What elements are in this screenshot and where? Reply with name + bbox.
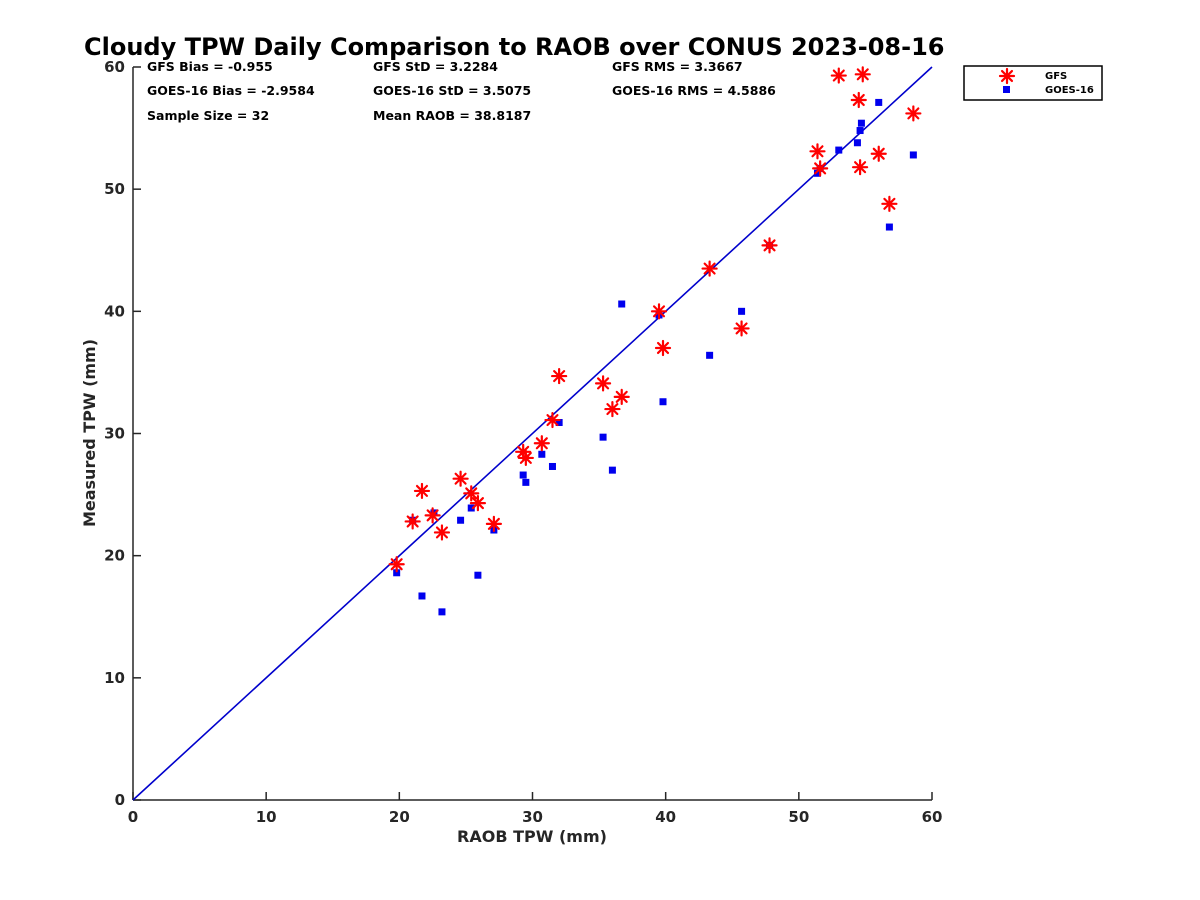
goes-16-point [706,351,714,359]
goes-16-point [522,478,530,486]
goes-16-point [875,98,883,106]
x-tick-label: 0 [128,808,138,826]
legend-gfs-label: GFS [1045,71,1067,82]
gfs-point [851,159,869,176]
goes-16-point [599,433,607,441]
goes-16-point [548,462,556,470]
gfs-point [733,320,750,337]
goes-16-point [738,307,746,315]
gfs-point [533,435,550,452]
gfs-point [905,105,922,122]
x-tick-label: 30 [522,808,543,826]
gfs-point [812,160,829,177]
gfs-point [830,67,847,84]
goes-16-point [555,419,563,427]
gfs-bias-stat: GFS Bias = -0.955 [147,59,273,74]
x-axis-label: RAOB TPW (mm) [457,827,607,846]
y-tick-label: 30 [104,425,125,443]
gfs-point [469,495,487,512]
goes-16-point [853,139,861,147]
y-axis-ticks: 0 10 20 30 40 50 60 [104,58,141,809]
x-tick-label: 40 [655,808,676,826]
goes-16-point [813,169,821,177]
goes-rms-stat: GOES-16 RMS = 4.5886 [612,83,776,98]
gfs-point [433,524,451,541]
gfs-point [604,400,621,418]
x-tick-label: 60 [922,808,943,826]
goes-16-point [659,398,667,406]
goes-16-point [885,223,893,231]
legend: GFS GOES-16 [963,65,1103,101]
stats-block: GFS Bias = -0.955 GFS StD = 3.2284 GFS R… [147,59,776,123]
goes-16-point [835,146,843,154]
y-tick-label: 0 [115,791,125,809]
goes-16-point [608,466,616,474]
x-tick-label: 50 [788,808,809,826]
gfs-point [463,485,480,502]
sample-size-stat: Sample Size = 32 [147,108,269,123]
gfs-point [870,145,887,162]
x-tick-label: 20 [389,808,410,826]
goes-16-point [467,504,475,512]
goes-16-point [393,569,401,577]
gfs-point [701,260,718,277]
data-points [388,66,922,616]
gfs-point [594,375,612,392]
gfs-point [881,195,898,212]
mean-raob-stat: Mean RAOB = 38.8187 [373,108,531,123]
goes-16-point [538,450,546,458]
gfs-point [650,303,668,320]
y-tick-label: 60 [104,58,125,76]
legend-goes-marker [1003,86,1010,93]
goes-16-point [474,571,482,579]
x-axis-ticks: 0 10 20 30 40 50 60 [128,792,943,826]
y-tick-label: 10 [104,669,125,687]
gfs-point [452,470,469,487]
gfs-point [551,367,568,385]
y-tick-label: 40 [104,302,125,320]
goes-std-stat: GOES-16 StD = 3.5075 [373,83,531,98]
x-tick-label: 10 [256,808,277,826]
legend-gfs-asterisk [998,67,1016,85]
gfs-point [413,482,431,500]
chart-title: Cloudy TPW Daily Comparison to RAOB over… [84,33,944,61]
goes-16-point [519,471,527,479]
gfs-point [517,449,534,467]
goes-16-point [857,119,865,127]
goes-16-point [418,592,426,600]
legend-gfs-marker [998,67,1016,85]
gfs-point [424,507,441,524]
goes-16-point [457,516,465,524]
goes-bias-stat: GOES-16 Bias = -2.9584 [147,83,315,98]
gfs-point [485,515,502,533]
gfs-point [654,339,672,357]
goes-16-point [909,151,917,159]
y-tick-label: 50 [104,180,125,198]
gfs-point [761,237,778,254]
one-to-one-line [132,66,933,801]
goes-16-point [856,127,864,135]
gfs-rms-stat: GFS RMS = 3.3667 [612,59,743,74]
gfs-point [404,513,421,530]
goes-16-point [618,300,626,308]
gfs-point [388,556,405,573]
legend-goes-label: GOES-16 [1045,85,1094,96]
series-gfs [388,66,922,573]
gfs-point [613,388,630,405]
y-axis-label: Measured TPW (mm) [80,339,99,527]
gfs-point [850,91,867,109]
gfs-point [854,66,871,83]
gfs-std-stat: GFS StD = 3.2284 [373,59,498,74]
legend-box [963,65,1103,101]
gfs-point [809,143,826,160]
y-tick-label: 20 [104,547,125,565]
gfs-point [544,411,561,429]
goes-16-point [438,608,446,616]
